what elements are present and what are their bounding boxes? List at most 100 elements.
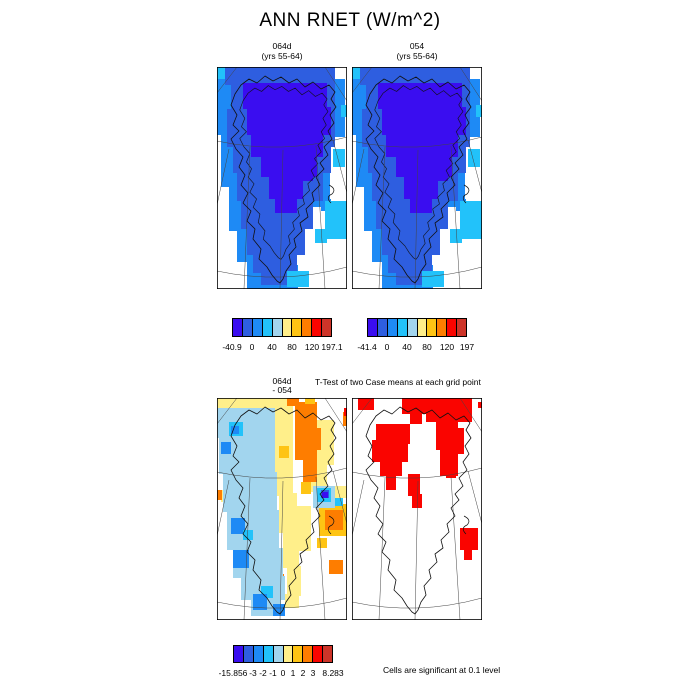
map-cell [273,604,285,616]
colorbar-cell [312,319,323,336]
panel-label-case2: 054 (yrs 55-64) [352,41,482,61]
colorbar-cell [233,319,243,336]
map-cell [478,402,482,408]
map-cell [287,398,299,406]
map-cell [329,560,343,574]
map-cell [404,175,438,199]
colorbar-tick: 40 [267,342,277,352]
colorbar-cell [262,319,273,336]
colorbar-tick: 40 [402,342,412,352]
colorbar-cell [323,646,333,662]
colorbar-cell [322,319,332,336]
case1-name: 064d [272,41,292,51]
map-cell [247,107,331,135]
map-cell [243,83,327,109]
map-cell [231,518,245,534]
map-ttest [352,398,482,620]
map-panel-ttest [352,398,482,620]
colorbar-case1: -40.9 0 40 80 120 197.1 [222,318,343,352]
map-cell [410,412,422,424]
colorbar-cell [234,646,244,662]
colorbar-cell [447,319,458,336]
colorbar-cell [243,646,254,662]
map-cell [372,440,408,462]
map-cell [412,494,422,508]
colorbar-tick: -1 [269,668,277,678]
case2-name: 054 [409,41,425,51]
map-cell [376,424,410,444]
colorbar-tick: 197.1 [321,342,343,352]
colorbar-tick: -2 [259,668,267,678]
colorbar-cell [273,646,284,662]
colorbar-tick: 0 [280,668,286,678]
colorbar-cell [457,319,467,336]
colorbar-cell [302,319,313,336]
map-cell [380,460,402,476]
map-cell [233,550,249,568]
map-cell [287,566,301,596]
colorbar-diff-cells [233,645,333,663]
colorbar-tick: 8.283 [322,668,344,678]
colorbar-tick: 120 [304,342,320,352]
map-cell [325,201,347,239]
colorbar-cell [253,646,264,662]
map-cell [378,83,462,109]
colorbar-cell [303,646,314,662]
map-cell [460,528,478,550]
case1-years: (yrs 55-64) [261,50,303,61]
colorbar-tick: 3 [310,668,316,678]
diff-line1: 064d [272,376,292,386]
map-cell [305,398,315,404]
colorbar-case2-cells [367,318,467,337]
map-cell [382,107,466,135]
panel-label-diff: 064d - 054 [217,377,347,394]
panel-label-case1: 064d (yrs 55-64) [217,41,347,61]
colorbar-tick: -41.4 [357,342,377,352]
colorbar-case1-ticks: -40.9 0 40 80 120 197.1 [222,342,342,354]
map-cell [285,594,299,608]
colorbar-tick: -40.9 [222,342,242,352]
map-cell [410,197,432,213]
map-cell [341,105,347,117]
colorbar-tick: 2 [300,668,306,678]
map-cell [279,493,297,533]
map-cell [253,251,297,273]
map-panel-diff [217,398,347,620]
map-cell [322,492,328,498]
colorbar-cell [252,319,263,336]
map-cell [476,105,482,117]
map-cell [301,167,313,181]
colorbar-cell [437,319,448,336]
figure-title: ANN RNET (W/m^2) [259,10,441,31]
map-case2 [352,67,482,289]
map-cell [301,482,311,494]
colorbar-tick: 197 [459,342,475,352]
colorbar-cell [417,319,428,336]
diff-line2: - 054 [272,384,292,395]
map-cell [335,486,347,498]
map-cell [279,446,289,458]
map-cell [436,167,448,181]
map-cell [450,229,462,243]
map-cell [408,474,420,496]
colorbar-cell [272,319,283,336]
map-cell [333,149,345,167]
colorbar-cell [387,319,398,336]
map-panel-case1 [217,67,347,289]
map-cell [247,227,305,255]
colorbar-case1-cells [232,318,332,337]
colorbar-case2-ticks: -41.4 0 40 80 120 197 [357,342,474,354]
colorbar-diff-ticks: -15.856 -3 -2 -1 0 1 2 3 8.283 [219,668,344,680]
colorbar-cell [282,319,293,336]
colorbar-diff: -15.856 -3 -2 -1 0 1 2 3 8.283 [219,645,344,678]
ttest-title: T-Test of two Case means at each grid po… [315,377,481,387]
map-cell [317,538,327,548]
colorbar-tick: 120 [439,342,455,352]
map-cell [344,408,347,416]
colorbar-tick: 0 [249,342,255,352]
map-cell [358,398,374,410]
map-cell [343,412,347,426]
map-cell [295,506,311,551]
map-cell [382,227,440,255]
